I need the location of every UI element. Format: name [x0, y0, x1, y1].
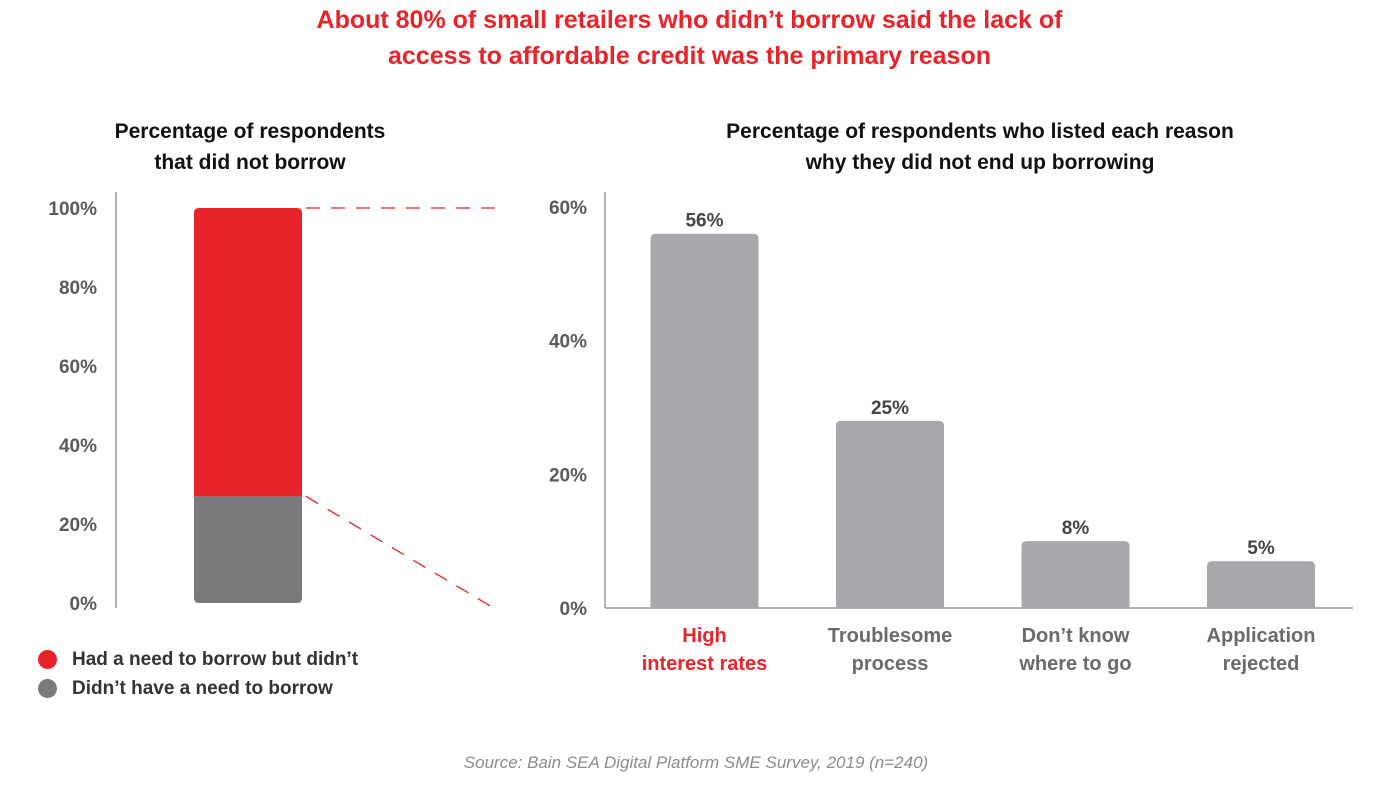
left-chart-title: Percentage of respondents that did not b… [30, 116, 470, 178]
category-label: Application [1207, 625, 1316, 647]
reason-bar [650, 233, 759, 608]
stacked-bar-segment-need [194, 208, 302, 497]
reason-bar [1021, 541, 1130, 608]
chart-headline: About 80% of small retailers who didn’t … [0, 2, 1379, 74]
left-y-tick-label: 40% [59, 436, 97, 457]
right-y-tick-label: 20% [549, 465, 587, 486]
category-label: rejected [1223, 653, 1300, 675]
legend-label-no-need: Didn’t have a need to borrow [72, 677, 333, 699]
category-label: interest rates [642, 653, 768, 675]
right-y-tick-label: 0% [560, 599, 588, 620]
bar-data-label: 5% [1247, 538, 1275, 559]
source-note: Source: Bain SEA Digital Platform SME Su… [463, 753, 929, 772]
connector-bottom-dashed-line [305, 495, 498, 611]
legend-swatch-need [38, 650, 57, 669]
category-label: Troublesome [828, 625, 952, 647]
left-y-tick-label: 80% [59, 278, 97, 299]
left-y-tick-label: 0% [70, 594, 98, 615]
legend-swatch-no-need [38, 679, 57, 698]
right-chart-title: Percentage of respondents who listed eac… [580, 116, 1379, 178]
legend-item-need: Had a need to borrow but didn’t [38, 645, 358, 674]
headline-line-2: access to affordable credit was the prim… [387, 42, 991, 70]
bar-data-label: 56% [685, 211, 723, 232]
left-title-line-2: that did not borrow [154, 151, 346, 174]
category-label: High [682, 625, 726, 647]
left-title-line-1: Percentage of respondents [114, 120, 386, 143]
right-y-tick-label: 60% [549, 198, 587, 219]
left-y-tick-label: 60% [59, 357, 97, 378]
legend-label-need: Had a need to borrow but didn’t [72, 648, 359, 670]
headline-line-1: About 80% of small retailers who didn’t … [316, 6, 1063, 34]
category-label: Don’t know [1022, 625, 1130, 647]
right-y-tick-label: 40% [549, 332, 587, 353]
legend-item-no-need: Didn’t have a need to borrow [38, 674, 358, 703]
left-chart-legend: Had a need to borrow but didn’t Didn’t h… [38, 645, 358, 703]
reason-bar [1207, 561, 1315, 608]
left-y-tick-label: 20% [59, 515, 97, 536]
category-label: process [852, 653, 929, 675]
bar-data-label: 25% [871, 398, 909, 419]
right-title-line-1: Percentage of respondents who listed eac… [726, 120, 1234, 143]
bar-data-label: 8% [1062, 518, 1090, 539]
stacked-bar-segment-no-need [194, 496, 302, 603]
reason-bar [836, 420, 944, 608]
right-title-line-2: why they did not end up borrowing [805, 151, 1155, 174]
category-label: where to go [1018, 653, 1131, 675]
left-y-tick-label: 100% [48, 199, 97, 220]
